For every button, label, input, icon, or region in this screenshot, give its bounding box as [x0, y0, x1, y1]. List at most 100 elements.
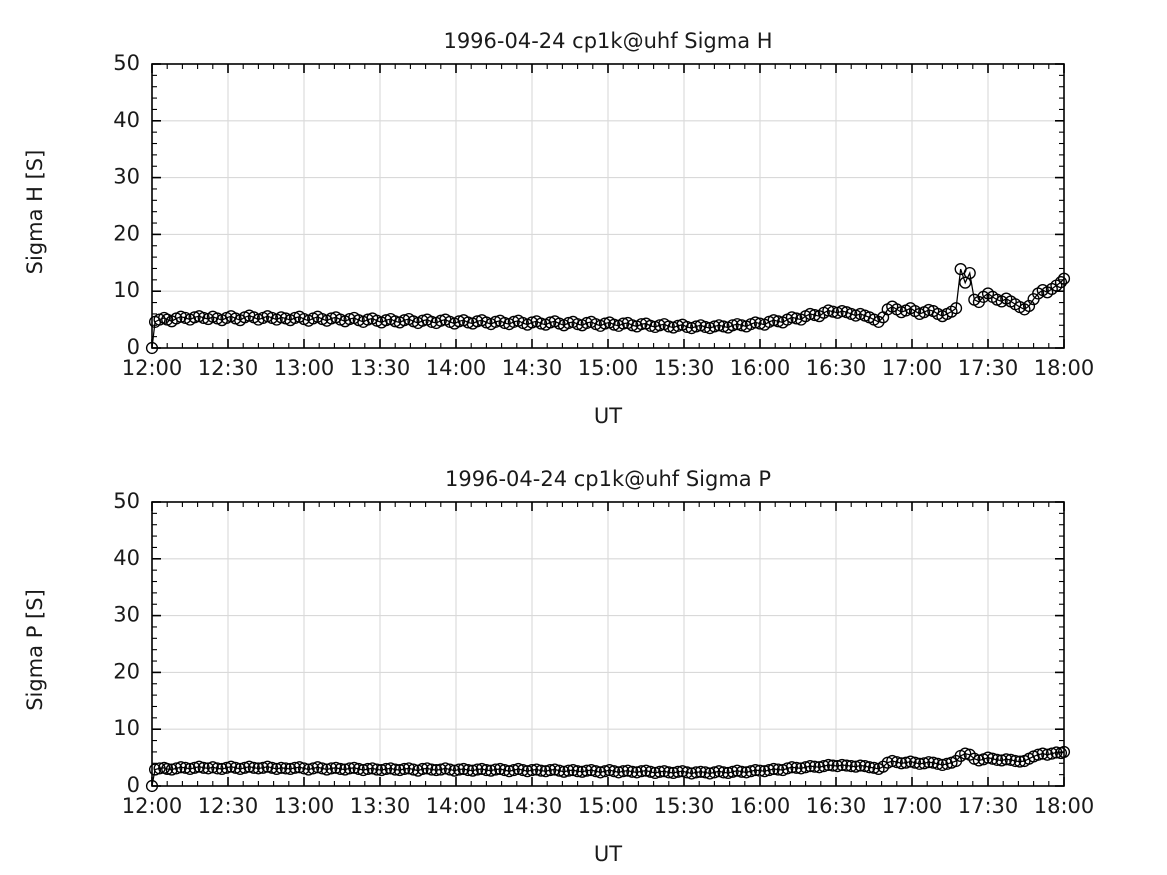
data-point-marker	[370, 763, 384, 776]
data-point-marker	[649, 766, 662, 780]
grid-group-sigma-h	[152, 64, 1064, 348]
data-point-marker	[188, 761, 201, 774]
data-point-marker	[544, 764, 557, 777]
data-point-marker	[325, 762, 338, 775]
data-point-marker	[507, 764, 520, 777]
data-point-marker	[457, 762, 470, 776]
data-point-marker	[238, 761, 251, 774]
data-point-marker	[804, 307, 817, 320]
data-point-marker	[498, 764, 511, 777]
xtick-label: 15:00	[578, 356, 639, 380]
data-point-marker	[153, 762, 166, 775]
data-point-marker	[899, 756, 912, 769]
data-point-marker	[343, 762, 356, 775]
data-point-marker	[389, 315, 402, 328]
data-point-marker	[571, 765, 584, 778]
data-point-marker	[462, 764, 475, 777]
ytick-label: 20	[113, 659, 140, 683]
data-point-marker	[653, 765, 666, 778]
xaxis-title-sigma-p: UT	[594, 842, 622, 866]
data-point-marker	[202, 762, 215, 775]
data-point-marker	[329, 761, 342, 774]
data-point-marker	[448, 764, 461, 777]
data-point-marker	[361, 762, 374, 776]
data-point-marker	[927, 756, 940, 769]
chart-svg-sigma-p: 1996-04-24 cp1k@uhf Sigma P 12:00 12:30 13…	[23, 467, 1094, 866]
data-point-marker	[197, 761, 210, 774]
grid-group-sigma-p	[152, 502, 1064, 786]
data-point-marker	[256, 761, 270, 774]
data-point-marker	[484, 764, 498, 777]
data-point-marker	[475, 762, 488, 776]
xtick-label: 17:30	[958, 794, 1019, 818]
data-point-marker	[375, 764, 388, 777]
ytick-label: 10	[113, 278, 140, 302]
data-point-marker	[612, 766, 625, 779]
tick-labels-sigma-p: 12:00 12:30 13:00 13:30 14:00 14:30 15:00 15:30…	[113, 489, 1094, 818]
xtick-label: 14:30	[502, 794, 563, 818]
chart-panel-sigma-p: 1996-04-24 cp1k@uhf Sigma P 12:00 12:30 13…	[0, 438, 1167, 875]
data-point-marker	[480, 764, 493, 777]
data-point-marker	[462, 316, 475, 329]
data-point-marker	[995, 754, 1008, 767]
chart-title-sigma-h: 1996-04-24 cp1k@uhf Sigma H	[443, 29, 772, 53]
data-point-marker	[334, 762, 347, 776]
data-point-marker	[694, 765, 707, 778]
data-point-marker	[425, 763, 438, 776]
data-point-marker	[731, 318, 744, 331]
xtick-label: 16:30	[806, 794, 867, 818]
data-point-marker	[981, 751, 995, 764]
data-point-marker	[858, 760, 871, 773]
data-point-marker	[790, 761, 803, 774]
data-point-marker	[434, 763, 447, 776]
data-point-marker	[398, 314, 411, 327]
data-point-marker	[288, 761, 301, 774]
xtick-label: 12:30	[198, 356, 259, 380]
data-point-marker	[767, 314, 780, 327]
data-point-marker	[991, 753, 1004, 766]
data-point-marker	[772, 763, 785, 776]
data-point-marker	[940, 757, 954, 770]
data-point-marker	[644, 319, 657, 332]
data-point-marker	[867, 761, 881, 774]
data-point-marker	[817, 760, 830, 773]
data-point-marker	[936, 758, 949, 772]
data-point-marker	[831, 760, 844, 773]
xtick-label: 13:00	[274, 794, 335, 818]
data-point-marker	[826, 759, 840, 772]
data-point-marker	[918, 757, 931, 770]
data-point-marker	[466, 764, 479, 777]
data-point-marker	[644, 765, 657, 778]
data-point-marker	[690, 766, 703, 779]
xtick-label: 13:30	[350, 356, 411, 380]
data-point-marker	[598, 765, 612, 778]
data-point-marker	[261, 760, 274, 773]
data-point-marker	[366, 762, 379, 775]
data-point-marker	[785, 311, 798, 324]
data-point-marker	[963, 266, 976, 280]
xtick-label: 18:00	[1034, 794, 1095, 818]
xtick-label: 16:30	[806, 356, 867, 380]
data-point-marker	[744, 765, 757, 778]
data-point-marker	[895, 757, 908, 770]
data-point-marker	[836, 758, 849, 772]
data-point-marker	[234, 762, 247, 776]
data-point-marker	[525, 764, 539, 777]
data-point-marker	[608, 765, 621, 778]
data-point-marker	[161, 762, 174, 776]
data-point-marker	[908, 756, 922, 769]
data-point-marker	[416, 314, 429, 327]
data-point-marker	[626, 765, 639, 778]
data-point-marker	[772, 315, 785, 328]
data-point-marker	[950, 302, 963, 315]
data-point-marker	[293, 761, 306, 774]
data-point-marker	[749, 316, 762, 329]
data-point-marker	[165, 763, 178, 776]
xtick-label: 13:00	[274, 356, 335, 380]
data-point-marker	[1050, 746, 1063, 759]
data-point-marker	[836, 305, 849, 318]
ytick-label: 0	[127, 773, 140, 797]
data-point-marker	[148, 763, 162, 776]
data-point-marker	[808, 308, 821, 322]
data-point-marker	[845, 760, 858, 773]
